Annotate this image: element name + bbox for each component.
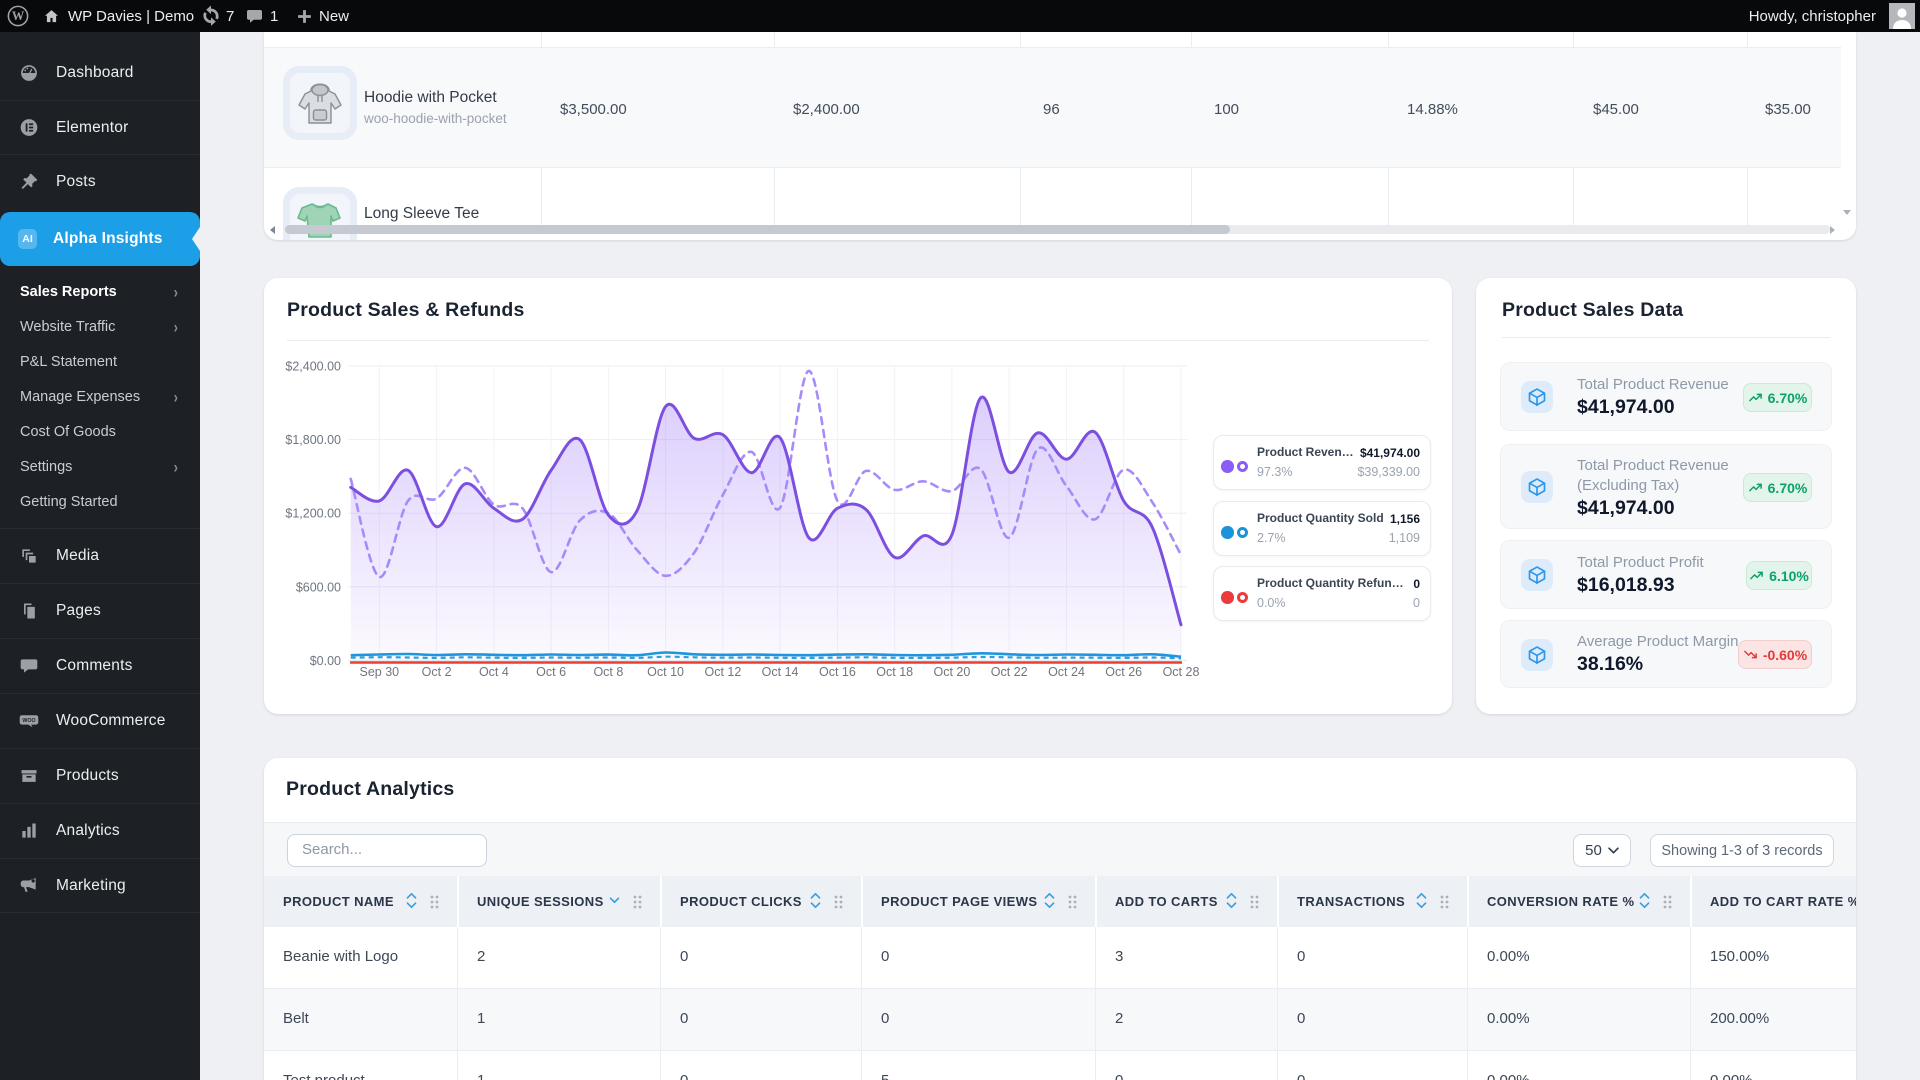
svg-text:Oct 6: Oct 6 — [536, 665, 566, 679]
svg-text:Oct 20: Oct 20 — [933, 665, 970, 679]
svg-text:$1,800.00: $1,800.00 — [285, 433, 341, 447]
svg-text:$0.00: $0.00 — [310, 654, 341, 668]
svg-text:WOO: WOO — [22, 718, 35, 724]
svg-text:Oct 16: Oct 16 — [819, 665, 856, 679]
svg-text:Oct 28: Oct 28 — [1163, 665, 1200, 679]
svg-text:Oct 12: Oct 12 — [704, 665, 741, 679]
svg-text:Oct 8: Oct 8 — [593, 665, 623, 679]
svg-text:Oct 2: Oct 2 — [422, 665, 452, 679]
svg-text:Oct 4: Oct 4 — [479, 665, 509, 679]
svg-text:Oct 26: Oct 26 — [1105, 665, 1142, 679]
svg-text:Oct 18: Oct 18 — [876, 665, 913, 679]
svg-text:Oct 24: Oct 24 — [1048, 665, 1085, 679]
svg-text:Oct 22: Oct 22 — [991, 665, 1028, 679]
svg-text:Oct 14: Oct 14 — [762, 665, 799, 679]
svg-text:Oct 10: Oct 10 — [647, 665, 684, 679]
svg-text:$600.00: $600.00 — [296, 580, 341, 594]
svg-text:Sep 30: Sep 30 — [359, 665, 399, 679]
svg-text:W: W — [12, 9, 25, 23]
svg-text:$2,400.00: $2,400.00 — [285, 360, 341, 374]
svg-text:$1,200.00: $1,200.00 — [285, 507, 341, 521]
